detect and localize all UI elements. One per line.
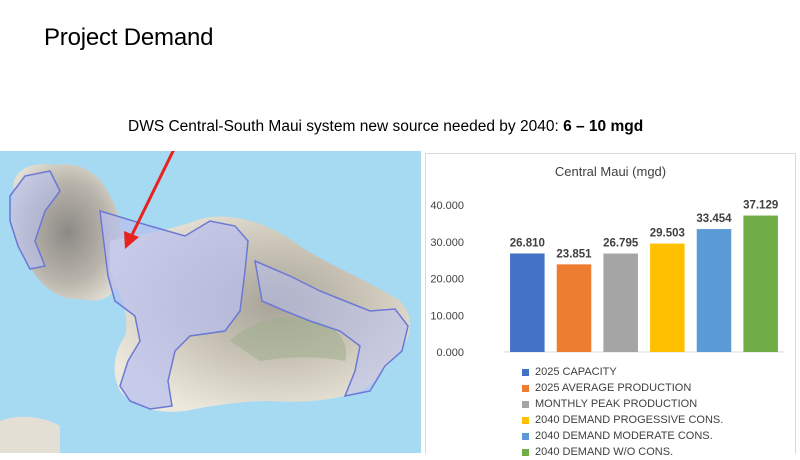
chart-title: Central Maui (mgd) [554,164,667,179]
y-tick-label: 20.000 [430,274,464,286]
bar-4 [650,243,685,352]
y-tick-label: 0.000 [436,347,464,359]
callout-demand-range: 6 – 10 mgd [563,118,644,135]
legend-swatch [522,368,529,376]
bar-chart: 0.000 10.000 20.000 30.000 40.000 26.810 23.85… [430,200,784,359]
data-label: 23.851 [556,248,592,260]
legend-swatch [522,432,529,440]
callout-arrow-head [124,231,139,249]
bar-5 [696,229,732,352]
upcountry-service-zone [254,259,409,398]
data-label: 33.454 [696,213,732,225]
haleakala-ridge [230,317,347,361]
y-tick-label: 40.000 [430,200,464,212]
legend-label: 2025 CAPACITY [535,366,617,378]
bar-1 [510,253,545,352]
bar-3 [603,253,638,352]
legend-item: 2040 DEMAND MODERATE CONS. [522,428,723,444]
legend-item: 2040 DEMAND W/O CONS. [522,444,723,460]
y-tick-label: 30.000 [430,237,464,249]
legend-label: MONTHLY PEAK PRODUCTION [535,398,698,410]
callout-text: DWS Central-South Maui system new source… [128,118,643,136]
kahoolawe-island [0,416,60,453]
legend-swatch [522,400,529,408]
legend-swatch [522,416,529,424]
legend-swatch [522,384,529,392]
y-tick-label: 10.000 [430,310,464,322]
data-label: 26.795 [603,238,639,250]
chart-panel: Central Maui (mgd) 0.000 10.000 20.000 30.0… [425,153,796,458]
data-label: 26.810 [510,237,545,249]
legend-label: 2040 DEMAND W/O CONS. [535,446,674,458]
bar-2 [556,264,592,352]
legend-item: 2025 AVERAGE PRODUCTION [522,380,723,396]
map-canvas [0,151,421,453]
maui-map [0,151,421,453]
legend-label: 2025 AVERAGE PRODUCTION [535,382,692,394]
legend-item: 2025 CAPACITY [522,364,723,380]
data-label: 29.503 [650,228,685,240]
legend-item: MONTHLY PEAK PRODUCTION [522,396,723,412]
west-maui-service-zone [9,170,61,270]
data-label: 37.129 [743,200,778,212]
legend-swatch [522,448,529,456]
legend-label: 2040 DEMAND PROGESSIVE CONS. [535,414,724,426]
slide-title: Project Demand [44,24,214,51]
central-maui-service-zone [99,209,249,410]
legend-item: 2040 DEMAND PROGESSIVE CONS. [522,412,723,428]
bar-6 [743,215,778,352]
legend-label: 2040 DEMAND MODERATE CONS. [535,430,713,442]
callout-prefix: DWS Central-South Maui system new source… [128,118,564,135]
callout-arrow [128,151,175,240]
chart-legend: 2025 CAPACITY 2025 AVERAGE PRODUCTION MONT… [522,364,723,460]
